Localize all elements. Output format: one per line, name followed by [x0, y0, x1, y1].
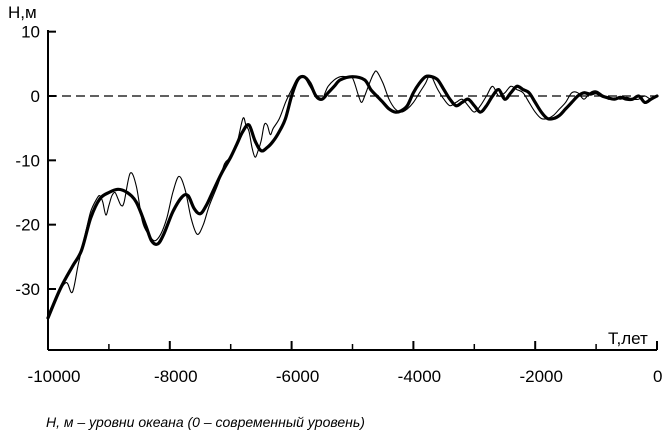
x-tick-label: -6000	[276, 367, 319, 386]
y-tick-label: -20	[15, 216, 40, 235]
y-tick-label: -10	[15, 151, 40, 170]
x-tick-label: -4000	[398, 367, 441, 386]
x-tick-label: -8000	[154, 367, 197, 386]
series-layer	[46, 70, 659, 320]
labels-group: H,м T,лет	[8, 3, 648, 348]
x-tick-label: 0	[653, 367, 662, 386]
y-tick-label: 0	[31, 87, 40, 106]
axes: 10 0 -10 -20 -30 -10000 -8000 -6000 -4000 -2000 0	[15, 23, 662, 386]
x-tick-label: -10000	[28, 367, 81, 386]
series-line-smoothed	[46, 74, 659, 320]
y-axis-label: H,м	[8, 3, 37, 22]
y-tick-label: -30	[15, 280, 40, 299]
y-tick-label: 10	[21, 23, 40, 42]
x-tick-label: -2000	[519, 367, 562, 386]
chart-caption: Н, м – уровни океана (0 – современный ур…	[46, 414, 365, 430]
x-axis-label: T,лет	[608, 329, 648, 348]
